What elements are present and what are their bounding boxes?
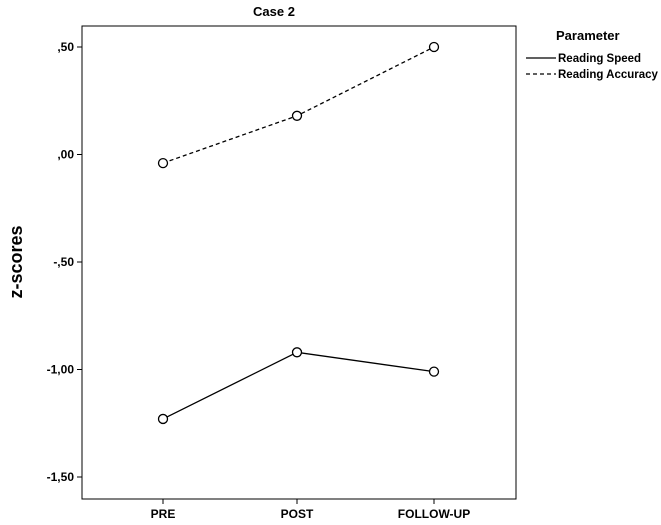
- y-tick-label: -,50: [53, 255, 74, 269]
- x-tick-label: POST: [281, 507, 314, 521]
- legend-label-reading-accuracy: Reading Accuracy: [558, 69, 659, 81]
- series-line-reading-speed: [162, 351, 435, 420]
- legend-label-reading-speed: Reading Speed: [558, 53, 641, 65]
- data-point-reading-accuracy: [157, 157, 169, 169]
- data-point-reading-accuracy: [428, 41, 440, 53]
- y-tick-label: ,00: [57, 148, 74, 162]
- x-axis-ticks: PRE POST FOLLOW-UP: [151, 499, 470, 521]
- y-tick-label: ,50: [57, 40, 74, 54]
- plot-frame: [81, 25, 517, 500]
- series-line-reading-accuracy: [162, 46, 435, 164]
- x-tick-label: FOLLOW-UP: [398, 507, 470, 521]
- legend-title: Parameter: [556, 28, 620, 43]
- y-tick-label: -1,00: [47, 363, 75, 377]
- data-point-reading-speed: [157, 413, 169, 425]
- series-layer: [157, 41, 440, 425]
- x-tick-label: PRE: [151, 507, 176, 521]
- y-tick-label: -1,50: [47, 470, 75, 484]
- chart-title: Case 2: [253, 4, 295, 19]
- y-axis-label: z-scores: [6, 225, 26, 298]
- data-point-reading-accuracy: [291, 110, 303, 121]
- y-axis-ticks: ,50 ,00 -,50 -1,00 -1,50: [47, 40, 82, 484]
- data-point-reading-speed: [428, 366, 440, 377]
- legend: Parameter Reading Speed Reading Accuracy: [526, 28, 659, 81]
- data-point-reading-speed: [291, 347, 303, 358]
